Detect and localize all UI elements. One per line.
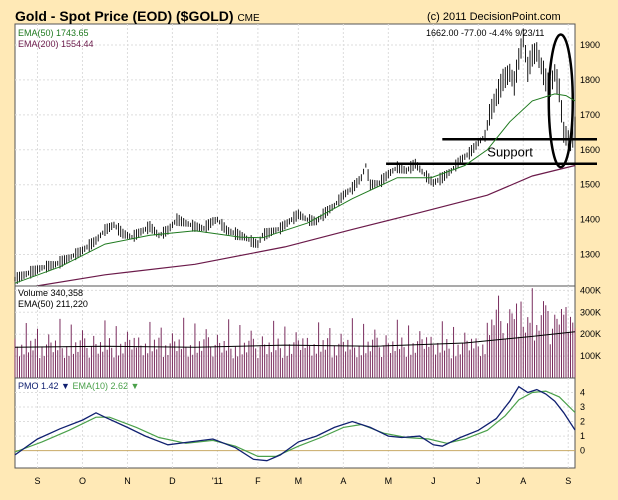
legend-entry: EMA(50) 1743.65: [18, 28, 89, 38]
x-tick-label: N: [124, 476, 131, 486]
volume-legend: Volume 340,358: [18, 288, 83, 298]
legend-entry: PMO 1.42 ▼: [18, 381, 70, 391]
ema50-legend: EMA(50) 1743.65: [18, 28, 89, 38]
pmo-grid: [15, 378, 575, 468]
ema200-legend: EMA(200) 1554.44: [18, 39, 94, 49]
y-tick-label: 1600: [580, 145, 600, 155]
y-tick-label: 1300: [580, 250, 600, 260]
x-tick-label: M: [385, 476, 393, 486]
x-tick-label: D: [169, 476, 176, 486]
ema50-line: [14, 93, 576, 284]
highlight-ellipse: [547, 33, 575, 169]
chart-title: Gold - Spot Price (EOD) ($GOLD) CME: [15, 8, 260, 24]
x-tick-label: O: [79, 476, 86, 486]
copyright-text: (c) 2011 DecisionPoint.com: [427, 11, 561, 23]
y-tick-label: 0: [580, 446, 585, 456]
support-label: Support: [487, 145, 533, 160]
y-tick-label: 1400: [580, 215, 600, 225]
pmo-y-axis: 0 1 2 3 4: [580, 388, 585, 456]
x-tick-label: S: [565, 476, 571, 486]
price-grid: [15, 24, 575, 286]
legend-entry: EMA(50) 211,220: [18, 299, 88, 309]
pmo-panel-bg: [14, 377, 576, 469]
volume-bars: [14, 288, 576, 378]
volume-ema-legend: EMA(50) 211,220: [18, 299, 88, 309]
volume-y-axis: 100K 200K 300K 400K: [580, 285, 601, 361]
y-tick-label: 300K: [580, 307, 601, 317]
last-price-info: 1662.00 -77.00 -4.4% 9/23/11: [426, 28, 544, 38]
price-annotations: Support: [386, 33, 597, 169]
volume-ema-line: [14, 331, 576, 348]
y-tick-label: 1900: [580, 40, 600, 50]
ema200-line: [14, 164, 576, 291]
volume-panel-bg: [14, 285, 576, 379]
volume-ema: [14, 331, 576, 348]
volume-panel: 100K 200K 300K 400K Volume 340,358 EMA(50) …: [14, 285, 601, 379]
pmo-panel: 0 1 2 3 4 PMO 1.42 ▼ EMA(10) 2.62 ▼: [14, 377, 585, 469]
pmo-series: [14, 385, 576, 462]
y-tick-label: 1500: [580, 180, 600, 190]
pmo-legend: PMO 1.42 ▼ EMA(10) 2.62 ▼: [18, 381, 139, 391]
y-tick-label: 100K: [580, 351, 601, 361]
price-y-axis: 1300 1400 1500 1600 1700 1800 1900: [580, 40, 600, 260]
y-tick-label: 1700: [580, 110, 600, 120]
price-panel: Support 1300 1400 1500 1600 1700 1800 1900 EMA…: [14, 23, 600, 291]
title-text: Gold - Spot Price (EOD) ($GOLD): [15, 8, 234, 24]
x-tick-label: S: [34, 476, 40, 486]
pmo-line: [14, 385, 576, 462]
legend-entry: Volume 340,358: [18, 288, 83, 298]
y-tick-label: 4: [580, 388, 585, 398]
x-axis: S O N D '11 F M A M J J A S: [34, 476, 571, 486]
x-tick-label: J: [476, 476, 481, 486]
y-tick-label: 1800: [580, 75, 600, 85]
y-tick-label: 200K: [580, 329, 601, 339]
pmo-ema-line: [14, 390, 576, 457]
price-series: [14, 28, 576, 291]
exchange-label: CME: [237, 13, 260, 24]
y-tick-label: 3: [580, 402, 585, 412]
legend-entry: EMA(10) 2.62 ▼: [70, 381, 139, 391]
x-tick-label: A: [520, 476, 526, 486]
x-tick-label: A: [340, 476, 346, 486]
x-tick-label: F: [255, 476, 261, 486]
x-tick-label: M: [295, 476, 303, 486]
y-tick-label: 2: [580, 417, 585, 427]
y-tick-label: 1: [580, 431, 585, 441]
legend-entry: EMA(200) 1554.44: [18, 39, 94, 49]
x-tick-label: J: [431, 476, 436, 486]
x-tick-label: '11: [212, 476, 223, 486]
y-tick-label: 400K: [580, 285, 601, 295]
price-legend: EMA(50) 1743.65 EMA(200) 1554.44 1662.00…: [18, 28, 544, 49]
price-panel-bg: [14, 23, 576, 287]
